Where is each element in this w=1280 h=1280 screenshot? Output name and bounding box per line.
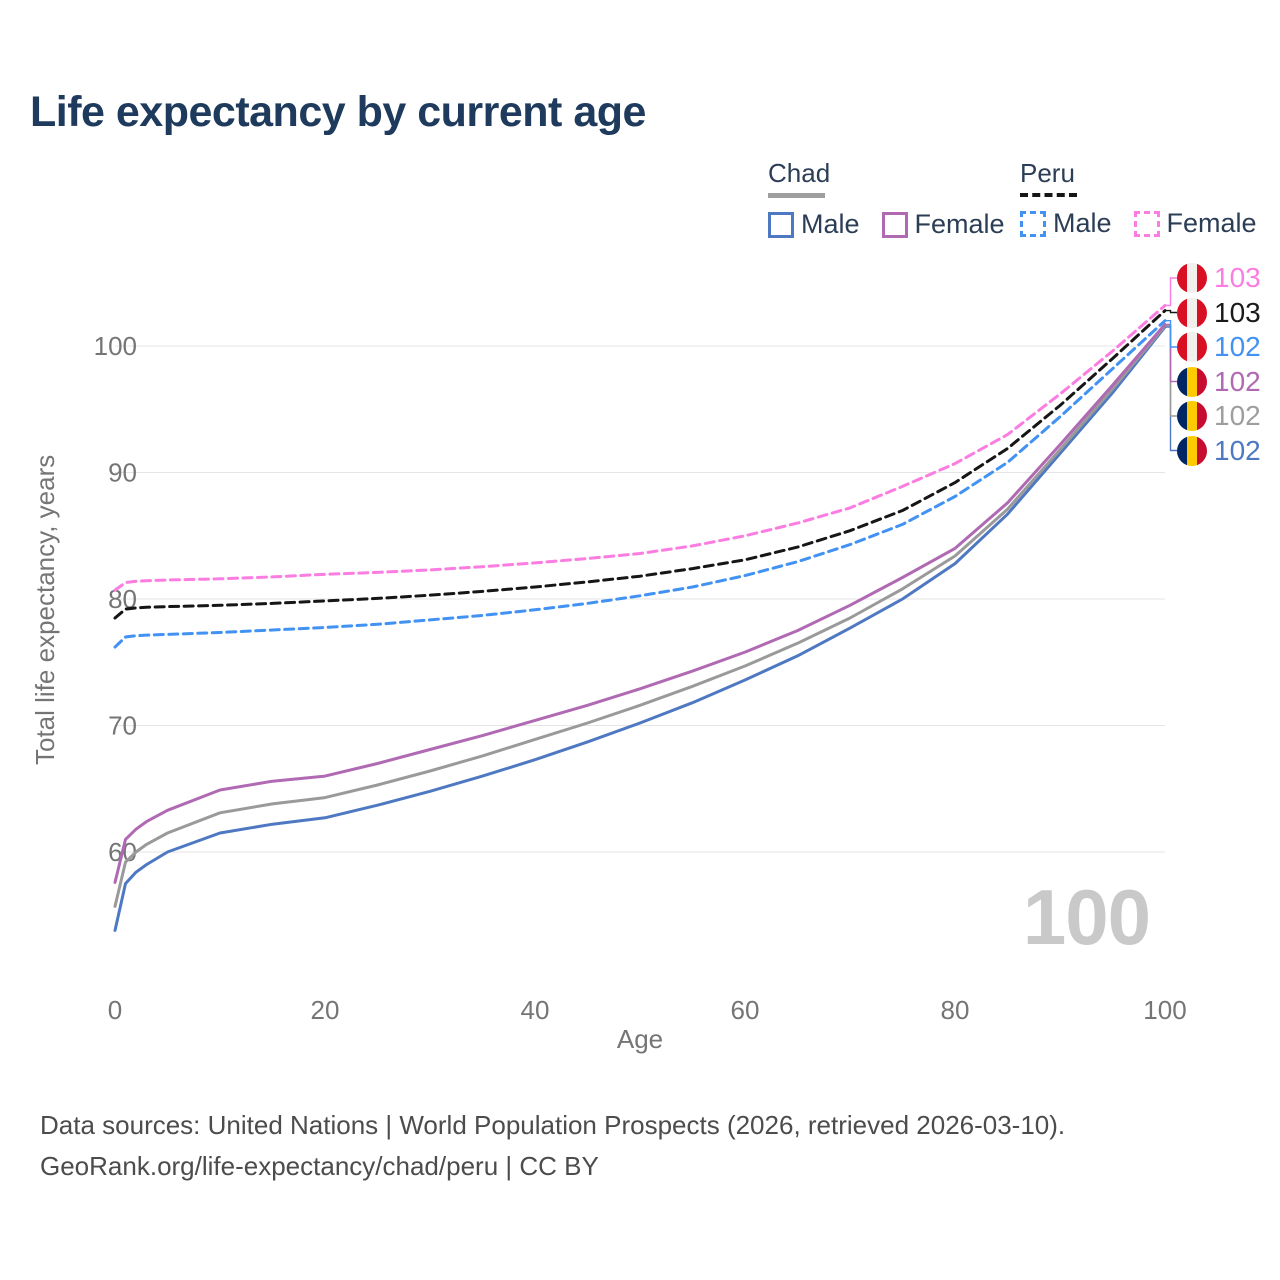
peru-dashed-line-swatch (1020, 193, 1077, 197)
chad-female-swatch-icon (881, 211, 908, 238)
current-age-readout: 100 (1022, 873, 1151, 961)
end-label-connector (1165, 309, 1177, 314)
chad-flag-icon (1177, 366, 1207, 397)
y-tick-label: 90 (108, 458, 137, 488)
x-tick-label: 20 (311, 995, 340, 1025)
end-value: 102 (1214, 365, 1261, 397)
end-label-row: 102 (1177, 434, 1261, 466)
footer: Data sources: United Nations | World Pop… (40, 1105, 1065, 1187)
footer-attribution-line: GeoRank.org/life-expectancy/chad/peru | … (40, 1151, 599, 1181)
series-line-chad-male[interactable] (113, 325, 1167, 932)
chad-flag-icon (1177, 401, 1207, 431)
legend-country-chad: Chad (768, 158, 831, 188)
x-tick-label: 100 (1143, 995, 1186, 1025)
end-label-row: 102 (1177, 401, 1261, 431)
series-line-chad-total[interactable] (113, 324, 1167, 908)
series-line-chad-female[interactable] (113, 323, 1167, 884)
end-value: 103 (1214, 262, 1261, 293)
y-tick-label: 100 (94, 331, 137, 361)
chad-male-swatch-icon (768, 211, 794, 238)
legend-country-peru: Peru (1020, 158, 1075, 188)
chad-flag-icon (1177, 435, 1207, 466)
end-label-connector (1165, 320, 1177, 348)
legend-label-peru-male: Male (1053, 208, 1112, 238)
legend-label-chad-female: Female (914, 209, 1005, 239)
x-tick-label: 80 (941, 995, 970, 1025)
page-title: Life expectancy by current age (30, 88, 646, 136)
end-label-row: 102 (1177, 332, 1261, 362)
x-axis-title: Age (616, 1024, 664, 1054)
series-line-peru-male[interactable] (113, 319, 1167, 649)
x-tick-label: 40 (521, 995, 550, 1025)
legend-item-chad-female[interactable]: Female (881, 209, 1005, 240)
end-label-row: 103 (1177, 263, 1261, 293)
peru-female-swatch-icon (1133, 210, 1160, 237)
end-label-row: 102 (1177, 365, 1261, 397)
end-value: 103 (1214, 296, 1261, 328)
x-tick-label: 0 (108, 995, 122, 1025)
chad-solid-line-swatch (768, 193, 825, 198)
legend-group-peru: Peru Male Female (1020, 158, 1257, 239)
y-axis-title: Total life expectancy, years (30, 454, 60, 765)
legend-item-chad-male[interactable]: Male (768, 209, 860, 240)
peru-flag-icon (1177, 332, 1207, 362)
footer-sources-line: Data sources: United Nations | World Pop… (40, 1110, 1066, 1140)
peru-flag-icon (1177, 297, 1207, 328)
end-label-connector (1165, 323, 1177, 383)
end-value: 102 (1214, 331, 1261, 362)
legend-label-peru-female: Female (1166, 208, 1257, 238)
series-line-peru-total[interactable] (113, 309, 1167, 620)
legend-item-peru-male[interactable]: Male (1020, 208, 1112, 239)
peru-male-swatch-icon (1020, 210, 1046, 237)
end-label-connector (1165, 277, 1177, 307)
legend-group-chad: Chad Male Female (768, 158, 1005, 240)
legend-label-chad-male: Male (801, 209, 860, 239)
y-tick-label: 70 (108, 711, 137, 741)
series-line-peru-female[interactable] (113, 304, 1167, 592)
end-value: 102 (1214, 434, 1261, 466)
end-value: 102 (1214, 400, 1261, 431)
end-label-row: 103 (1177, 296, 1261, 328)
x-tick-label: 60 (731, 995, 760, 1025)
peru-flag-icon (1177, 263, 1207, 293)
legend-item-peru-female[interactable]: Female (1133, 208, 1257, 239)
